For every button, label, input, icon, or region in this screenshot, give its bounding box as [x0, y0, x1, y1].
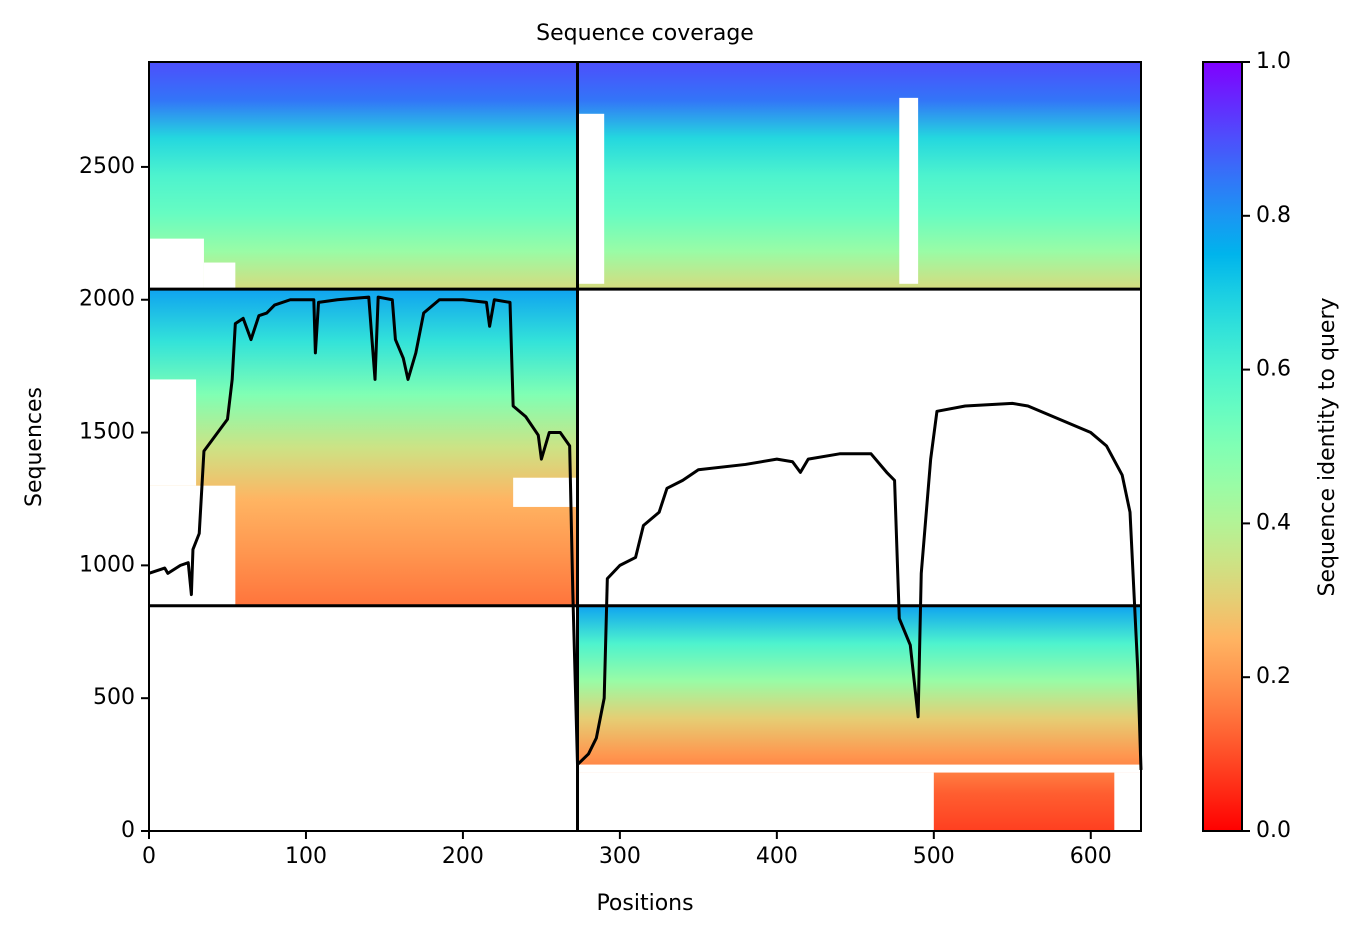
coverage-gap [149, 379, 197, 486]
coverage-block [149, 62, 1141, 290]
coverage-gap [1114, 772, 1141, 831]
colorbar-tick-label: 0.2 [1256, 664, 1291, 689]
colorbar-tick-label: 0.6 [1256, 357, 1291, 382]
y-tick-label: 2500 [79, 154, 135, 179]
coverage-gap [577, 764, 1141, 773]
y-tick-label: 500 [93, 685, 135, 710]
x-tick-label: 0 [142, 844, 156, 869]
coverage-gap [203, 262, 236, 290]
coverage-gap [577, 772, 934, 831]
coverage-line [148, 295, 1143, 770]
x-tick-label: 400 [756, 844, 798, 869]
plot-frame [148, 61, 1142, 832]
x-tick-label: 100 [285, 844, 327, 869]
x-axis-label: Positions [596, 891, 693, 916]
colorbar [1202, 61, 1243, 832]
colorbar-tick-label: 1.0 [1256, 49, 1291, 74]
colorbar-tick-label: 0.4 [1256, 510, 1291, 535]
x-tick-label: 500 [913, 844, 955, 869]
y-tick-label: 1000 [79, 552, 135, 577]
coverage-gap [513, 477, 578, 507]
colorbar-tick-label: 0.0 [1256, 818, 1291, 843]
coverage-gap [577, 113, 605, 284]
x-tick-label: 200 [442, 844, 484, 869]
x-tick-label: 300 [599, 844, 641, 869]
coverage-gap [149, 238, 204, 290]
y-tick-label: 0 [121, 818, 135, 843]
colorbar-tick-label: 0.8 [1256, 203, 1291, 228]
x-tick-label: 600 [1070, 844, 1112, 869]
y-tick-label: 1500 [79, 420, 135, 445]
y-axis-label: Sequences [22, 387, 47, 507]
y-tick-label: 2000 [79, 287, 135, 312]
colorbar-label: Sequence identity to query [1315, 297, 1340, 596]
coverage-gap [899, 97, 919, 284]
chart-title: Sequence coverage [536, 21, 754, 46]
